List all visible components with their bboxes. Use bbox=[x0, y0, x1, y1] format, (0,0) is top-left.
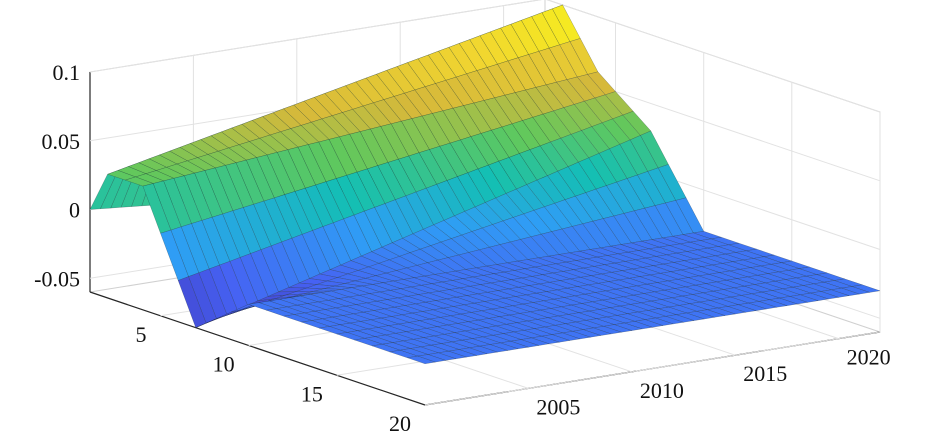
year-tick-label-0: 2005 bbox=[536, 394, 580, 419]
year-tick-label-3: 2020 bbox=[847, 345, 891, 370]
horizon-grid-line-3 bbox=[424, 112, 881, 406]
year-tick-label-2: 2015 bbox=[743, 361, 787, 386]
z-tick-label-0: 0.1 bbox=[53, 60, 81, 85]
z-tick-label-3: -0.05 bbox=[34, 266, 80, 291]
z-tick-label-2: 0 bbox=[69, 198, 80, 223]
horizon-tick-label-3: 20 bbox=[389, 411, 411, 436]
horizon-tick-label-2: 15 bbox=[301, 381, 323, 406]
year-tick-label-1: 2010 bbox=[640, 378, 684, 403]
z-tick-label-1: 0.05 bbox=[42, 129, 81, 154]
horizon-tick-label-1: 10 bbox=[213, 352, 235, 377]
tick-labels: 0.1 0.05 0 -0.05 5 10 15 20 2005 2010 2015 2020 bbox=[34, 60, 890, 436]
surface-cell-835 bbox=[407, 355, 436, 364]
surface-plot bbox=[89, 4, 881, 364]
z-grid-line-0 bbox=[89, 0, 881, 113]
horizon-axis-line bbox=[89, 291, 426, 406]
horizon-tick-label-0: 5 bbox=[136, 322, 147, 347]
